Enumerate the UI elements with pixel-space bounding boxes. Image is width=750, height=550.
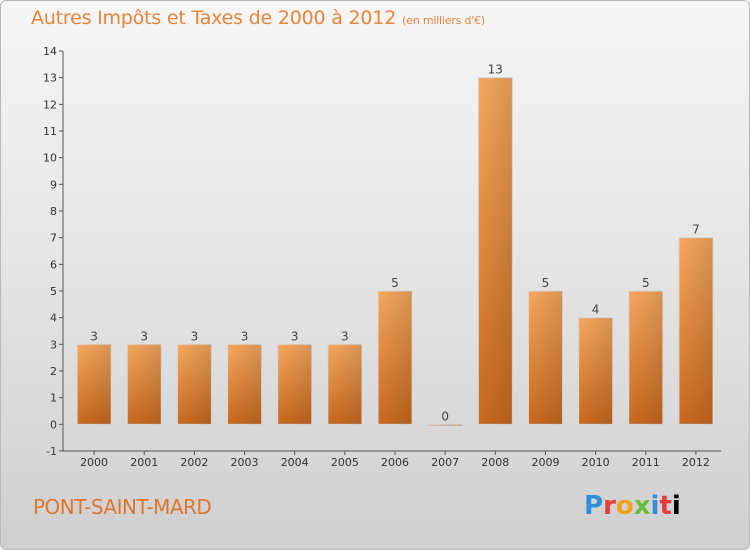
bar-shade — [77, 344, 112, 425]
logo-letter: i — [671, 491, 681, 521]
bar-shade — [127, 344, 162, 425]
chart-bars — [76, 77, 714, 427]
data-label: 3 — [191, 329, 199, 343]
y-tick-label: 6 — [50, 258, 57, 271]
y-tick-label: 2 — [50, 365, 57, 378]
x-tick-label: 2000 — [80, 456, 108, 469]
x-tick-label: 2010 — [582, 456, 610, 469]
y-tick-label: 3 — [50, 338, 57, 351]
commune-name: PONT-SAINT-MARD — [33, 495, 212, 519]
y-tick-label: 4 — [50, 312, 57, 325]
x-tick-label: 2003 — [231, 456, 259, 469]
bar-shade — [628, 291, 663, 425]
bar-shade — [378, 291, 412, 425]
x-tick-label: 2009 — [531, 456, 559, 469]
bar-shade — [678, 237, 713, 425]
x-tick-label: 2011 — [632, 456, 660, 469]
chart-labels: 3 2000 3 2001 3 2002 3 2003 3 2004 3 2005 5 2006 0 2007… — [80, 63, 710, 469]
logo-letter: x — [633, 491, 651, 521]
chart-title: Autres Impôts et Taxes de 2000 à 2012 (en… — [31, 7, 485, 29]
logo-letter: i — [650, 491, 660, 521]
data-label: 13 — [488, 63, 503, 77]
bar-shade — [478, 77, 513, 425]
y-tick-label: 7 — [50, 232, 57, 245]
x-tick-label: 2001 — [130, 456, 158, 469]
y-tick-label: 8 — [50, 205, 57, 218]
data-label: 3 — [241, 329, 249, 343]
data-label: 5 — [642, 276, 650, 290]
y-tick-label: 13 — [43, 72, 57, 85]
bar-shade — [428, 424, 463, 426]
data-label: 3 — [140, 329, 148, 343]
data-label: 7 — [692, 223, 700, 237]
chart-title-text: Autres Impôts et Taxes de 2000 à 2012 — [31, 7, 397, 29]
data-label: 5 — [391, 276, 399, 290]
y-tick-label: 12 — [43, 98, 57, 111]
chart-unit-label: (en milliers d'€) — [402, 14, 485, 27]
y-tick-label: 1 — [50, 392, 57, 405]
logo-letter: o — [615, 491, 634, 521]
x-tick-label: 2005 — [331, 456, 359, 469]
y-tick-label: 0 — [50, 418, 57, 431]
bar-shade — [227, 344, 262, 425]
bar-shade — [277, 344, 312, 425]
y-tick-label: 11 — [43, 125, 57, 138]
proxiti-logo: Proxiti — [584, 491, 681, 521]
data-label: 5 — [542, 276, 550, 290]
bar-shade — [578, 317, 613, 425]
logo-letter: r — [603, 491, 616, 521]
bar-shade — [528, 291, 563, 425]
data-label: 0 — [441, 409, 449, 423]
y-tick-label: 10 — [43, 152, 57, 165]
x-tick-label: 2012 — [682, 456, 710, 469]
bar-shade — [177, 344, 212, 425]
y-tick-label: -1 — [46, 445, 57, 458]
data-label: 3 — [341, 329, 349, 343]
x-tick-label: 2004 — [281, 456, 309, 469]
logo-letter: t — [659, 491, 672, 521]
bar-shade — [327, 344, 362, 425]
y-tick-label: 5 — [50, 285, 57, 298]
x-tick-label: 2002 — [180, 456, 208, 469]
data-label: 3 — [90, 329, 98, 343]
y-tick-label: 14 — [43, 45, 57, 58]
x-tick-label: 2008 — [481, 456, 509, 469]
x-tick-label: 2007 — [431, 456, 459, 469]
x-tick-label: 2006 — [381, 456, 409, 469]
y-tick-label: 9 — [50, 178, 57, 191]
logo-letter: P — [584, 491, 604, 521]
data-label: 3 — [291, 329, 299, 343]
data-label: 4 — [592, 303, 600, 317]
